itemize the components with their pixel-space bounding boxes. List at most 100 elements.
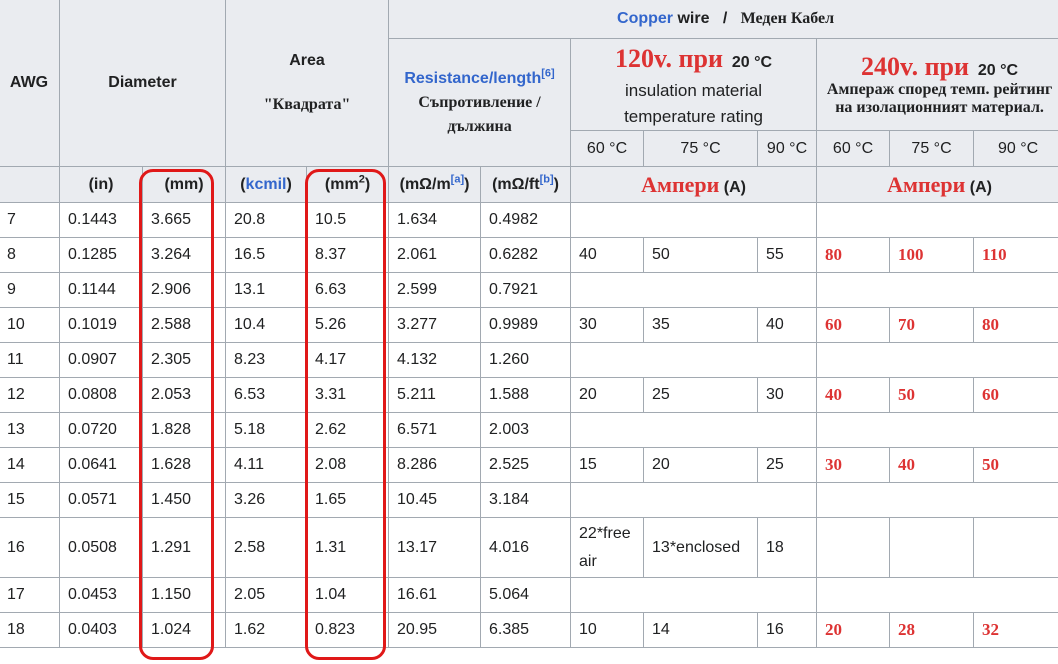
copper-wire-header: Copper wire / Меден Кабел (388, 0, 1058, 39)
cell-mm: 1.828 (141, 412, 227, 448)
cell-in: 0.0720 (59, 412, 143, 448)
cell-amp-120v-75: 50 (643, 237, 759, 273)
cell-kcmil: 5.18 (225, 412, 308, 448)
cell-amp-240v-empty (816, 342, 1058, 378)
cell-kcmil: 16.5 (225, 237, 308, 273)
unit-mm2-close: ) (364, 175, 371, 193)
cell-amp-240v-60: 80 (816, 237, 891, 273)
cell-amp-240v-75: 28 (889, 612, 975, 648)
cell-amp-120v-empty (570, 482, 818, 518)
cell-mm: 1.628 (141, 447, 227, 483)
cell-amp-120v-75: 20 (643, 447, 759, 483)
cell-ohm-ft: 3.184 (480, 482, 572, 518)
cell-kcmil: 6.53 (225, 377, 308, 413)
ref-b-link[interactable]: [b] (539, 173, 554, 186)
cell-mm2: 4.17 (306, 342, 390, 378)
resistance-ref-link[interactable]: [6] (541, 67, 555, 80)
cell-ohm-ft: 2.003 (480, 412, 572, 448)
temp-90c-header-240: 90 °C (973, 130, 1058, 167)
cell-ohm-m: 5.211 (388, 377, 482, 413)
unit-mohm-ft-label: (mΩ/ft (492, 175, 540, 193)
copper-bg-label: Меден Кабел (740, 9, 835, 27)
diameter-header: Diameter (58, 0, 227, 167)
table-row: 16 0.0508 1.291 2.58 1.31 13.17 4.016 22*free a… (0, 517, 1058, 578)
cell-ohm-ft: 2.525 (480, 447, 572, 483)
cell-amp-120v-60: 22*free air (570, 517, 645, 578)
slash-divider: / (722, 9, 728, 27)
cell-mm2: 10.5 (306, 202, 390, 238)
cell-amp-240v-90: 50 (973, 447, 1058, 483)
cell-amp-240v-empty (816, 412, 1058, 448)
table-row: 8 0.1285 3.264 16.5 8.37 2.061 0.6282 40 50 55 80 1… (0, 237, 1058, 273)
cell-mm: 1.024 (141, 612, 227, 648)
table-row: 11 0.0907 2.305 8.23 4.17 4.132 1.260 (0, 342, 1058, 378)
cell-mm: 1.450 (141, 482, 227, 518)
cell-mm2: 0.823 (306, 612, 390, 648)
cell-ohm-ft: 0.9989 (480, 307, 572, 343)
ref-a-link[interactable]: [a] (450, 173, 465, 186)
cell-amp-240v-60: 40 (816, 377, 891, 413)
cell-in: 0.0508 (59, 517, 143, 578)
cell-amp-240v-90 (973, 517, 1058, 578)
cell-amp-240v-75: 40 (889, 447, 975, 483)
cell-mm2: 2.08 (306, 447, 390, 483)
area-label: Area (289, 52, 325, 70)
unit-mohm-m-label: (mΩ/m (399, 175, 451, 193)
temp-60c-header-240: 60 °C (816, 130, 891, 167)
cell-ohm-ft: 1.260 (480, 342, 572, 378)
cell-in: 0.0641 (59, 447, 143, 483)
unit-kcmil-close: ) (286, 175, 292, 193)
unit-mm: (mm) (141, 166, 227, 203)
cell-amp-120v-empty (570, 412, 818, 448)
amperes-bg-label: Ампери (641, 171, 720, 197)
cell-mm2: 2.62 (306, 412, 390, 448)
temp-90c-header: 90 °C (757, 130, 818, 167)
insulation-label: insulation material temperature rating (624, 81, 763, 126)
resistance-link[interactable]: Resistance/length (404, 69, 542, 87)
cell-amp-120v-90: 55 (757, 237, 818, 273)
cell-amp-240v-75: 70 (889, 307, 975, 343)
cell-amp-120v-empty (570, 202, 818, 238)
table-row: 14 0.0641 1.628 4.11 2.08 8.286 2.525 15 20 25 30 4… (0, 447, 1058, 483)
cell-kcmil: 20.8 (225, 202, 308, 238)
cell-awg: 12 (0, 377, 60, 413)
cell-mm: 2.588 (141, 307, 227, 343)
unit-in: (in) (59, 166, 143, 203)
cell-ohm-m: 2.599 (388, 272, 482, 308)
cell-amp-120v-empty (570, 577, 818, 613)
cell-in: 0.1285 (59, 237, 143, 273)
cell-mm2: 1.04 (306, 577, 390, 613)
cell-kcmil: 8.23 (225, 342, 308, 378)
cell-amp-240v-60: 60 (816, 307, 891, 343)
cell-amp-120v-empty (570, 272, 818, 308)
cell-awg: 16 (0, 517, 60, 578)
unit-mohm-m: (mΩ/m[a]) (388, 166, 482, 203)
unit-mohm-ft: (mΩ/ft[b]) (480, 166, 572, 203)
cell-ohm-ft: 0.6282 (480, 237, 572, 273)
cell-in: 0.0571 (59, 482, 143, 518)
area-header: Area "Квадрата" (225, 0, 390, 167)
cell-ohm-m: 4.132 (388, 342, 482, 378)
amperes-unit-240: (A) (965, 178, 992, 196)
kcmil-link[interactable]: kcmil (245, 175, 287, 193)
cell-ohm-m: 20.95 (388, 612, 482, 648)
amperes-120v-unit: Ампери (A) (570, 166, 818, 203)
cell-kcmil: 1.62 (225, 612, 308, 648)
cell-mm: 3.264 (141, 237, 227, 273)
unit-kcmil: (kcmil) (225, 166, 308, 203)
cell-amp-120v-60: 10 (570, 612, 645, 648)
cell-mm: 2.053 (141, 377, 227, 413)
cell-amp-240v-60: 30 (816, 447, 891, 483)
table-row: 9 0.1144 2.906 13.1 6.63 2.599 0.7921 (0, 272, 1058, 308)
cell-ohm-ft: 4.016 (480, 517, 572, 578)
cell-mm: 2.906 (141, 272, 227, 308)
cell-ohm-ft: 1.588 (480, 377, 572, 413)
cell-amp-120v-90: 25 (757, 447, 818, 483)
cell-kcmil: 4.11 (225, 447, 308, 483)
wire-gauge-table: AWG Diameter Area "Квадрата" Copper wire… (0, 0, 1058, 648)
cell-amp-120v-60: 15 (570, 447, 645, 483)
table-row: 12 0.0808 2.053 6.53 3.31 5.211 1.588 20 25 30 40 5… (0, 377, 1058, 413)
copper-link[interactable]: Copper (617, 9, 674, 27)
cell-mm2: 5.26 (306, 307, 390, 343)
temp-75c-header-240: 75 °C (889, 130, 975, 167)
